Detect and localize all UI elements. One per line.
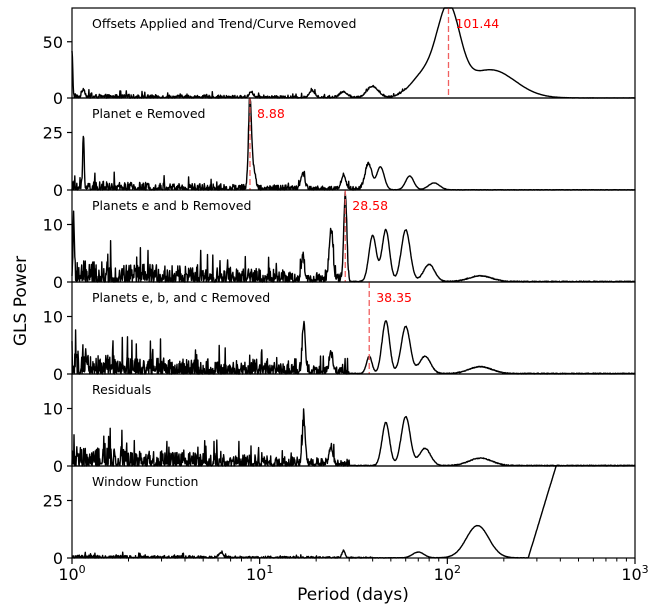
x-tick-label: 100	[58, 563, 85, 584]
panel-title: Planets e, b, and c Removed	[92, 290, 270, 305]
y-tick-label: 50	[43, 33, 63, 52]
y-tick-label: 10	[43, 308, 63, 327]
x-tick-exponent: 2	[454, 563, 461, 576]
panel-frame	[71, 465, 636, 559]
y-tick-label: 0	[53, 457, 63, 476]
x-tick-base: 10	[58, 565, 78, 584]
x-tick-exponent: 0	[79, 563, 86, 576]
period-marker-label: 101.44	[455, 16, 499, 31]
period-marker-label: 28.58	[352, 198, 388, 213]
x-tick-exponent: 1	[266, 563, 273, 576]
panels: 101.44 Offsets Applied and Trend/Curve Re…	[43, 7, 636, 568]
panel-title: Planets e and b Removed	[92, 198, 251, 213]
x-tick-base: 10	[621, 565, 641, 584]
x-axis-label: Period (days)	[297, 585, 409, 605]
period-marker-label: 8.88	[257, 106, 285, 121]
y-tick-label: 0	[53, 181, 63, 200]
y-tick-label: 0	[53, 273, 63, 292]
y-tick-label: 0	[53, 89, 63, 108]
y-tick-label: 0	[53, 549, 63, 568]
period-marker-label: 38.35	[376, 290, 412, 305]
x-tick-label: 101	[246, 563, 273, 584]
x-tick-exponent: 3	[642, 563, 649, 576]
panel-title: Planet e Removed	[92, 106, 205, 121]
y-axis-label: GLS Power	[11, 256, 31, 346]
y-tick-label: 10	[43, 400, 63, 419]
x-tick-base: 10	[434, 565, 454, 584]
y-tick-label: 10	[43, 216, 63, 235]
x-axis: 100 101 102 103	[58, 558, 649, 584]
panel-6: Window Function 0 25	[43, 465, 636, 568]
y-tick-label: 25	[43, 492, 63, 511]
panel-title: Offsets Applied and Trend/Curve Removed	[92, 16, 356, 31]
panel-title: Residuals	[92, 382, 151, 397]
x-tick-base: 10	[246, 565, 266, 584]
y-tick-label: 25	[43, 124, 63, 143]
x-tick-label: 103	[621, 563, 648, 584]
panel-title: Window Function	[92, 474, 198, 489]
y-tick-label: 0	[53, 365, 63, 384]
x-tick-label: 102	[434, 563, 461, 584]
